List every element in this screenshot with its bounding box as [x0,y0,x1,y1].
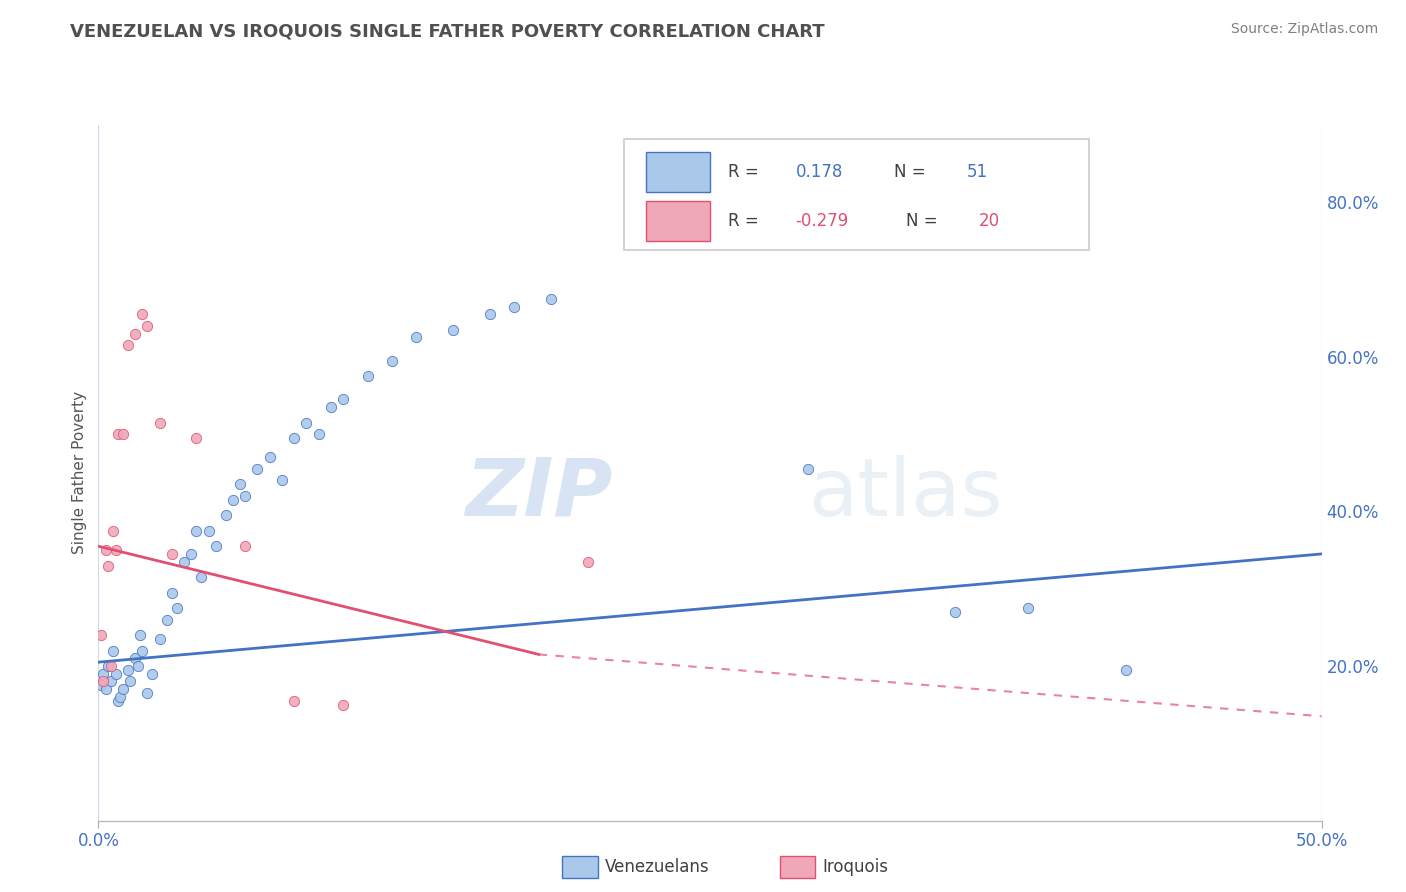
Point [246,462,269,476]
Point [332,698,354,712]
Point [91,674,114,689]
Point [97,659,120,673]
Point [120,674,142,689]
FancyBboxPatch shape [624,139,1090,250]
Point [356,369,378,384]
Text: Iroquois: Iroquois [823,858,889,876]
Point [101,643,124,657]
Point [166,601,188,615]
Text: N =: N = [894,163,931,181]
Point [136,318,159,333]
Point [190,570,212,584]
Point [180,547,202,561]
Point [107,427,129,442]
Point [381,353,404,368]
Point [156,613,179,627]
Point [90,628,112,642]
Point [149,416,172,430]
Point [233,539,256,553]
Point [104,543,127,558]
Text: N =: N = [905,212,942,230]
Text: Venezuelans: Venezuelans [605,858,709,876]
Point [111,427,134,442]
Point [283,694,305,708]
Point [101,524,124,538]
Point [1017,601,1039,615]
Text: R =: R = [728,212,765,230]
Point [229,477,252,491]
Point [149,632,172,646]
Point [576,555,599,569]
Point [222,492,245,507]
Point [295,416,318,430]
Point [1115,663,1137,677]
Point [441,323,464,337]
Text: 51: 51 [967,163,988,181]
Text: 20: 20 [979,212,1000,230]
Point [141,666,163,681]
Point [136,686,159,700]
Point [107,694,129,708]
Point [308,427,330,442]
Point [503,300,526,314]
Text: R =: R = [728,163,765,181]
Point [100,659,122,673]
Point [117,663,139,677]
Point [124,651,146,665]
Point [91,666,114,681]
Point [270,474,294,488]
Point [405,330,427,344]
Text: 0.178: 0.178 [796,163,844,181]
Point [214,508,236,523]
Point [94,682,117,697]
Text: -0.279: -0.279 [796,212,849,230]
Point [943,605,966,619]
Point [117,338,139,352]
Point [110,690,132,704]
Y-axis label: Single Father Poverty: Single Father Poverty [72,392,87,554]
Point [205,539,228,553]
Point [131,307,153,321]
Point [797,462,820,476]
Point [332,392,354,407]
Point [129,628,152,642]
Point [124,326,146,341]
FancyBboxPatch shape [647,201,710,241]
Point [186,431,208,445]
Point [100,674,122,689]
Text: Source: ZipAtlas.com: Source: ZipAtlas.com [1230,22,1378,37]
Point [90,678,112,692]
Point [319,400,342,414]
Point [283,431,305,445]
Point [186,524,208,538]
FancyBboxPatch shape [647,152,710,193]
Point [259,450,281,465]
Point [160,585,183,599]
Text: VENEZUELAN VS IROQUOIS SINGLE FATHER POVERTY CORRELATION CHART: VENEZUELAN VS IROQUOIS SINGLE FATHER POV… [70,22,825,40]
Point [197,524,219,538]
Point [94,543,117,558]
Point [478,307,501,321]
Text: ZIP: ZIP [465,455,612,533]
Point [127,659,149,673]
Text: atlas: atlas [808,455,1002,533]
Point [173,555,195,569]
Point [160,547,183,561]
Point [97,558,120,573]
Point [131,643,153,657]
Point [233,489,256,503]
Point [540,292,562,306]
Point [111,682,134,697]
Point [104,666,127,681]
